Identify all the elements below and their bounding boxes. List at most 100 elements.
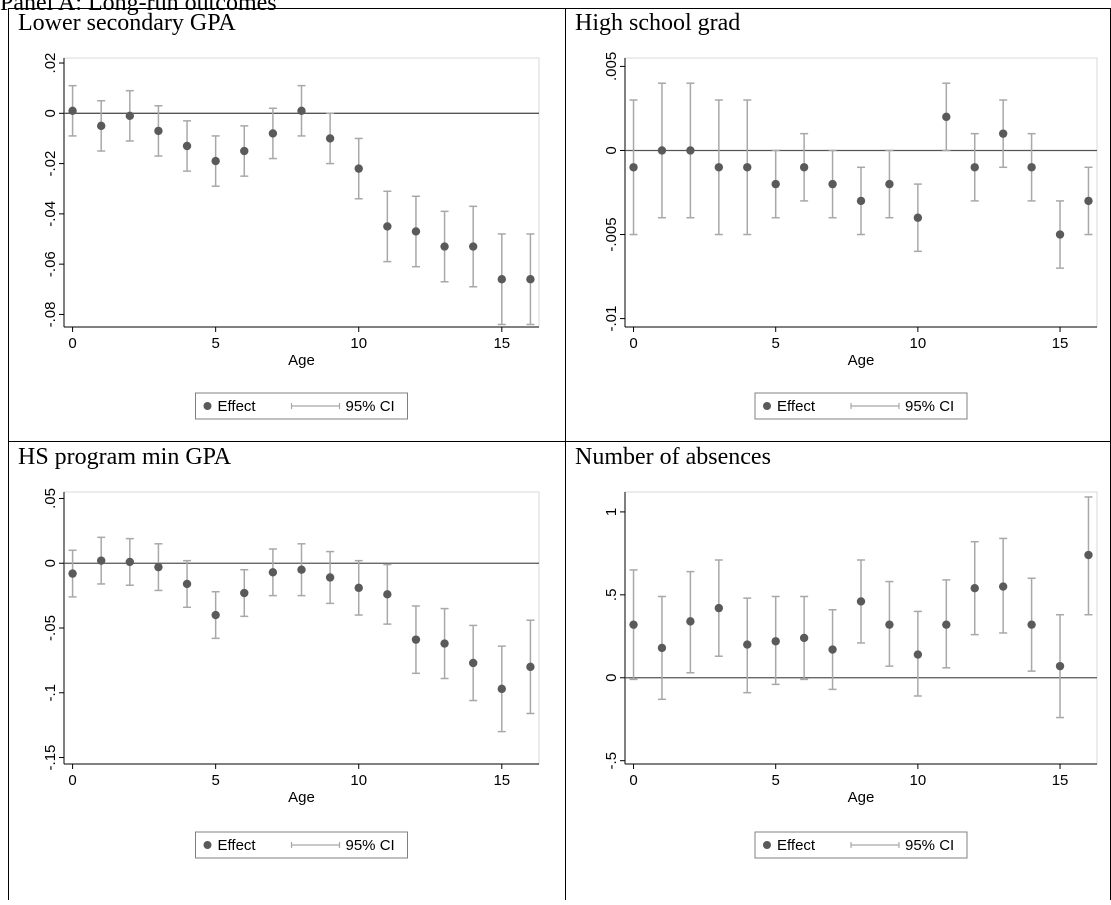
effect-point [297,106,306,115]
effect-point [497,275,507,284]
effect-point [970,583,979,593]
y-tick-label: 1 [603,508,620,516]
x-tick-label: 0 [629,772,637,789]
x-tick-label: 10 [910,772,927,789]
y-tick-label: 0 [42,109,59,117]
effect-point [125,111,135,121]
effect-point [411,635,421,644]
plot-frame [63,491,540,765]
effect-point [942,112,951,122]
panel-title: High school grad [575,10,741,36]
effect-point [970,163,979,172]
effect-point [828,179,837,189]
y-tick-label: -.08 [42,302,59,328]
x-tick-label: 15 [1052,335,1069,352]
legend-label-effect: Effect [218,398,257,415]
legend-label-effect: Effect [777,398,816,415]
effect-point [743,640,752,649]
effect-point [383,590,392,599]
x-tick-label: 10 [350,335,367,352]
x-axis-label: Age [288,789,315,806]
effect-point [998,582,1008,591]
y-tick-label: 0 [603,146,620,154]
effect-point [629,620,638,629]
effect-point [182,141,192,151]
grid-border-middle [8,441,1111,442]
x-tick-label: 5 [772,335,780,352]
effect-point [526,275,535,284]
chart-svg: .02 0 -.02 -.04 -.06 -.08 0 5 10 15 Age Effect 95% C… [42,53,540,420]
effect-point [885,620,894,629]
effect-point [998,129,1008,138]
chart-svg: .005 0 -.005 -.01 0 5 10 15 Age Effect 95% CI [603,52,1098,420]
y-tick-label: -.05 [42,615,59,641]
y-tick-label: 0 [603,674,620,682]
effect-point [354,583,363,593]
panel-title: Number of absences [575,444,771,470]
effect-point [771,637,780,646]
effect-point [268,568,278,577]
legend-label-ci: 95% CI [905,837,954,854]
x-tick-label: 15 [493,335,510,352]
effect-point [497,684,507,694]
effect-point [856,196,866,206]
effect-point [1055,661,1065,671]
y-tick-label: -.5 [603,752,620,770]
x-tick-label: 5 [211,772,219,789]
effect-point [325,573,335,582]
effect-point [657,643,667,653]
legend-marker-effect [203,402,212,410]
effect-point [154,126,163,136]
legend-marker-effect [763,402,771,410]
y-tick-label: -.01 [603,306,620,332]
effect-point [743,163,752,172]
panel-hs-program-min-gpa: HS program min GPA .05 0 -.05 -.1 -.15 0 5 10 15… [8,442,565,900]
effect-point [468,242,478,251]
x-axis-label: Age [288,352,315,369]
x-tick-label: 10 [350,772,367,789]
effect-point [771,179,780,189]
legend-label-ci: 95% CI [346,398,395,415]
effect-point [714,163,724,172]
effect-point [714,603,724,613]
effect-point [96,556,106,565]
x-tick-label: 5 [211,335,219,352]
x-axis-label: Age [848,789,875,806]
effect-point [240,146,249,156]
effect-point [268,129,278,138]
effect-point [68,106,77,115]
effect-point [885,179,894,189]
panel-high-school-grad: High school grad .005 0 -.005 -.01 0 5 10 15 Age… [565,8,1110,441]
grid-border-left [8,8,9,900]
effect-point [354,164,363,173]
effect-point [211,156,220,166]
panel-title: Lower secondary GPA [18,10,236,36]
effect-point [799,633,809,643]
x-tick-label: 5 [772,772,780,789]
effect-point [68,569,77,578]
effect-point [411,227,421,236]
y-tick-label: -.02 [42,151,59,177]
y-tick-label: -.005 [603,217,620,251]
y-tick-label: .005 [603,52,620,81]
effect-point [526,662,535,672]
effect-point [1027,620,1036,629]
effect-point [913,213,923,222]
effect-point [799,163,809,172]
y-tick-label: -.1 [42,684,59,702]
x-axis-label: Age [848,352,875,369]
y-tick-label: -.06 [42,251,59,277]
effect-point [383,222,392,231]
effect-point [629,163,638,172]
x-tick-label: 10 [910,335,927,352]
effect-point [1027,163,1036,172]
y-tick-label: -.15 [42,745,59,771]
legend-label-effect: Effect [218,837,257,854]
x-tick-label: 15 [493,772,510,789]
effect-point [325,134,335,143]
effect-point [1084,550,1093,560]
effect-point [240,588,249,598]
effect-point [125,557,135,567]
x-tick-label: 15 [1052,772,1069,789]
y-tick-label: .02 [42,53,59,74]
